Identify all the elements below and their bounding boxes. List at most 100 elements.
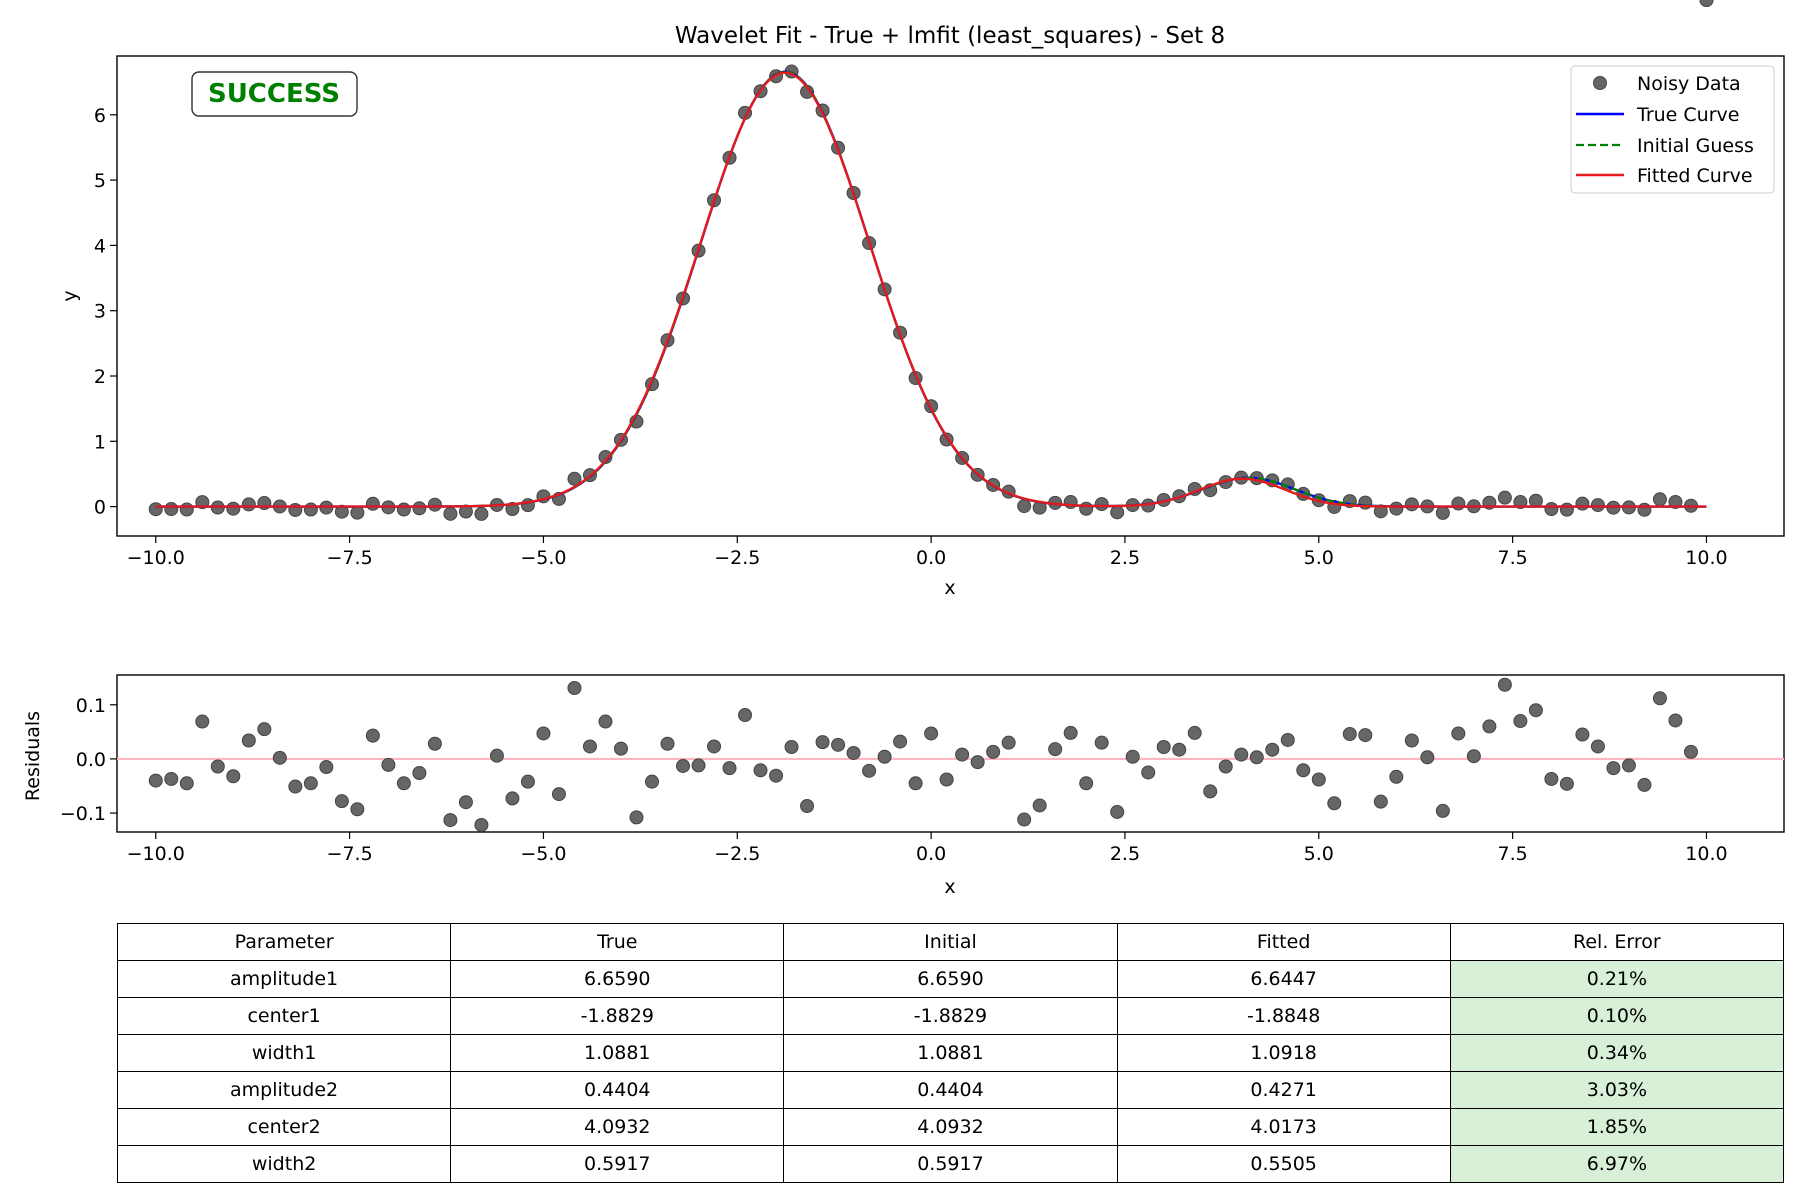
residual-point <box>1683 744 1698 759</box>
main-x-tick-label: 10.0 <box>1685 547 1727 569</box>
residual-point <box>1280 732 1295 747</box>
table-row: center2 4.0932 4.0932 4.0173 1.85% <box>116 1108 1785 1146</box>
residual-point <box>210 759 225 774</box>
noisy-data-point <box>1435 505 1450 520</box>
residual-point <box>1265 742 1280 757</box>
table-row: center1 -1.8829 -1.8829 -1.8848 0.10% <box>116 997 1785 1035</box>
legend-label-initial: Initial Guess <box>1637 135 1754 157</box>
residuals-y-tick-label: 0.0 <box>76 749 106 771</box>
residual-point <box>598 714 613 729</box>
residual-point <box>489 748 504 763</box>
residual-point <box>1141 765 1156 780</box>
residual-point <box>1559 776 1574 791</box>
residual-point <box>660 736 675 751</box>
cell-fitted: 1.0918 <box>1116 1034 1451 1072</box>
noisy-data-point <box>148 502 163 517</box>
main-y-tick-label: 6 <box>94 105 106 127</box>
residual-point <box>753 763 768 778</box>
residual-point <box>164 771 179 786</box>
residual-point <box>846 745 861 760</box>
cell-initial: 4.0932 <box>783 1108 1118 1146</box>
residual-point <box>1079 776 1094 791</box>
residual-point <box>1094 735 1109 750</box>
main-x-tick-label: −2.5 <box>714 547 760 569</box>
residual-point <box>396 776 411 791</box>
noisy-data-point <box>241 497 256 512</box>
residual-point <box>1420 750 1435 765</box>
noisy-data-point <box>1017 499 1032 514</box>
residual-point <box>1451 726 1466 741</box>
residuals-x-tick-label: 10.0 <box>1685 843 1727 865</box>
cell-parameter: width1 <box>116 1034 452 1072</box>
cell-parameter: amplitude2 <box>116 1071 452 1109</box>
residual-point <box>1218 759 1233 774</box>
residuals-y-ticks: −0.1 0.0 0.1 <box>60 695 117 825</box>
cell-parameter: center2 <box>116 1108 452 1146</box>
cell-fitted: 4.0173 <box>1116 1108 1451 1146</box>
residuals-x-tick-label: −2.5 <box>714 843 760 865</box>
table-row: width2 0.5917 0.5917 0.5505 6.97% <box>116 1145 1785 1183</box>
main-series <box>148 0 1714 521</box>
residuals-x-tick-label: 5.0 <box>1304 843 1334 865</box>
residual-point <box>443 813 458 828</box>
fitted-curve <box>155 71 1707 508</box>
legend-label-fitted: Fitted Curve <box>1637 165 1753 187</box>
residual-point <box>1389 769 1404 784</box>
noisy-data-point <box>1373 504 1388 519</box>
noisy-data-point <box>1513 495 1528 510</box>
residual-point <box>1575 727 1590 742</box>
residual-point <box>520 774 535 789</box>
residual-point <box>970 755 985 770</box>
residual-point <box>536 726 551 741</box>
header-parameter: Parameter <box>116 923 452 961</box>
residuals-x-tick-label: 7.5 <box>1498 843 1528 865</box>
residual-point <box>613 741 628 756</box>
noisy-data-point <box>1559 502 1574 517</box>
residual-point <box>1404 733 1419 748</box>
main-x-tick-label: 0.0 <box>916 547 946 569</box>
residual-point <box>195 714 210 729</box>
residual-point <box>1668 713 1683 728</box>
cell-fitted: -1.8848 <box>1116 997 1451 1035</box>
residual-point <box>1513 714 1528 729</box>
residual-point <box>334 794 349 809</box>
cell-rel-error: 0.34% <box>1449 1034 1785 1072</box>
noisy-data-point <box>1451 496 1466 511</box>
noisy-data-point <box>164 502 179 517</box>
main-y-tick-label: 1 <box>94 431 106 453</box>
residual-point <box>365 728 380 743</box>
legend-label-true: True Curve <box>1636 104 1739 126</box>
residual-point <box>1063 725 1078 740</box>
residual-point <box>1544 771 1559 786</box>
residual-point <box>955 747 970 762</box>
legend-label-noisy: Noisy Data <box>1637 73 1741 95</box>
main-y-tick-label: 3 <box>94 301 106 323</box>
noisy-data-point <box>443 506 458 521</box>
residual-point <box>893 734 908 749</box>
main-x-axis-label: x <box>944 577 955 599</box>
noisy-data-point <box>179 502 194 517</box>
residuals-x-ticks: −10.0 −7.5 −5.0 −2.5 0.0 2.5 5.0 7.5 10.0 <box>127 832 1728 865</box>
residual-point <box>1187 725 1202 740</box>
legend: Noisy Data True Curve Initial Guess Fitt… <box>1570 65 1775 194</box>
residuals-series <box>117 0 1784 832</box>
cell-true: 4.0932 <box>450 1108 785 1146</box>
success-badge-text: SUCCESS <box>208 79 340 109</box>
noisy-data-point <box>1544 502 1559 517</box>
cell-true: 6.6590 <box>450 960 785 998</box>
residual-point <box>691 758 706 773</box>
main-x-tick-label: −7.5 <box>327 547 373 569</box>
residual-point <box>784 740 799 754</box>
residual-point <box>319 760 334 775</box>
residual-point <box>1048 742 1063 757</box>
residual-point <box>722 761 737 776</box>
noisy-data-point <box>1079 501 1094 516</box>
main-y-tick-label: 5 <box>94 170 106 192</box>
main-x-tick-label: 7.5 <box>1498 547 1528 569</box>
residual-point <box>1156 740 1171 754</box>
residual-point <box>1358 728 1373 743</box>
noisy-data-point <box>1389 501 1404 516</box>
noisy-data-point <box>1404 497 1419 512</box>
cell-rel-error: 3.03% <box>1449 1071 1785 1109</box>
header-true: True <box>450 923 785 961</box>
